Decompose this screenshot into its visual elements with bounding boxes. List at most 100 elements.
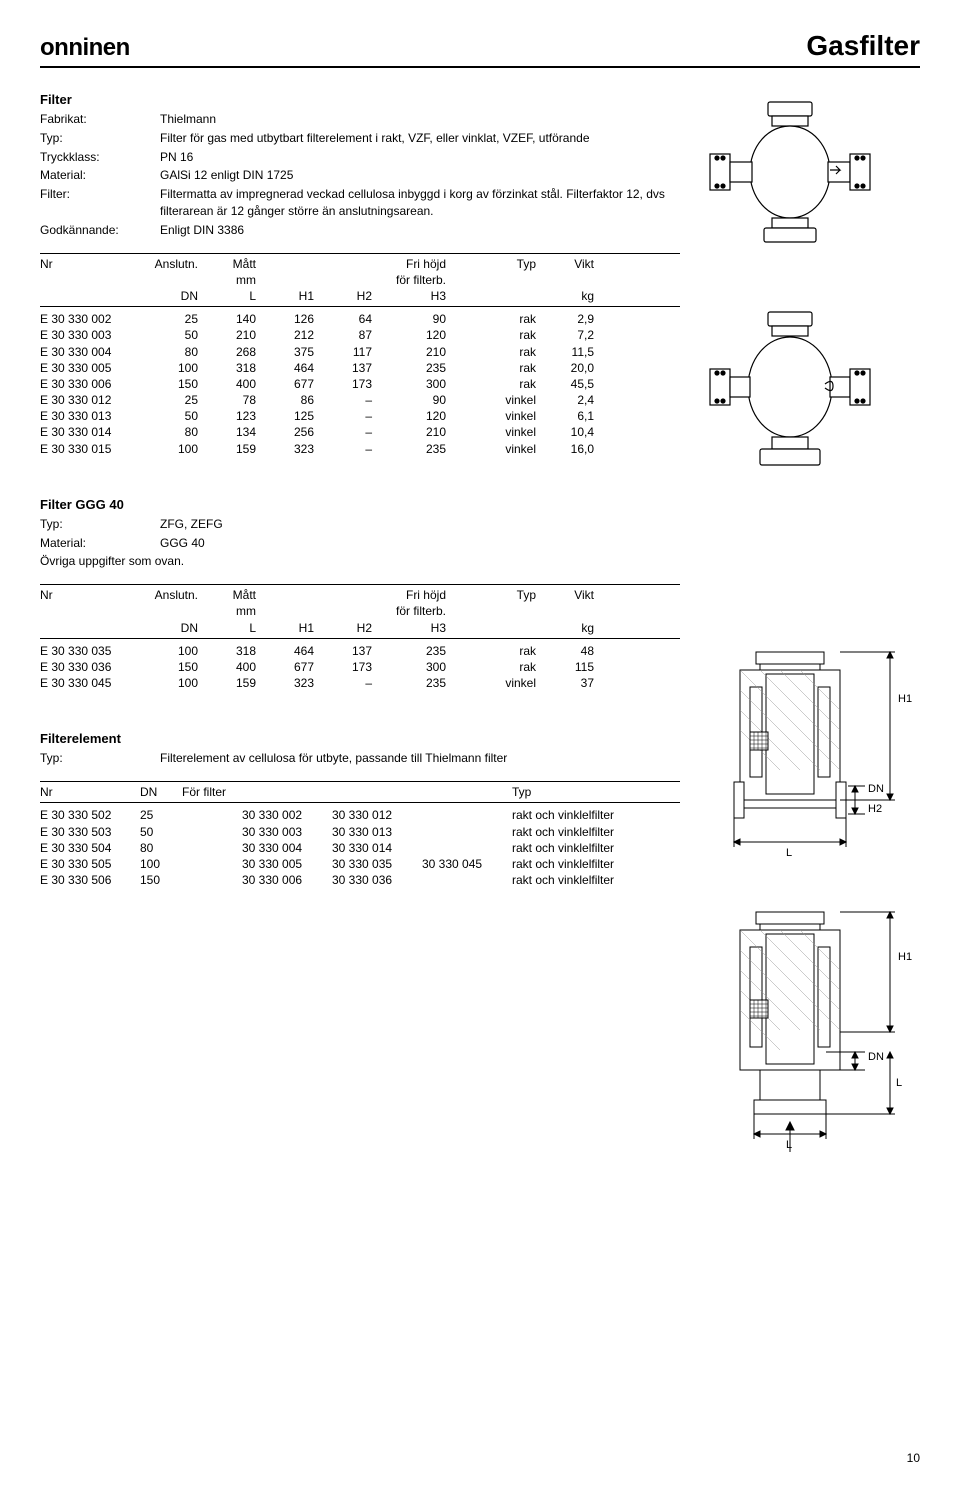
cell: 80: [140, 344, 198, 360]
cell: 30 330 003: [242, 824, 332, 840]
cell: 268: [198, 344, 256, 360]
th-nr: Nr: [40, 587, 140, 603]
cell: 134: [198, 424, 256, 440]
page-header: onninen Gasfilter: [40, 30, 920, 68]
cell: 464: [256, 643, 314, 659]
cell: 100: [140, 856, 182, 872]
cell: rak: [446, 376, 536, 392]
cell: 375: [256, 344, 314, 360]
cell: vinkel: [446, 675, 536, 691]
cell: 6,1: [536, 408, 594, 424]
cell: –: [314, 408, 372, 424]
th-kg: kg: [536, 288, 594, 304]
cell: 137: [314, 643, 372, 659]
th-kg: kg: [536, 620, 594, 636]
cell: E 30 330 502: [40, 807, 140, 823]
table-row: E 30 330 015100159323–235vinkel16,0: [40, 441, 680, 457]
label-l: L: [786, 847, 792, 859]
kv-row: Tryckklass:PN 16: [40, 149, 680, 166]
table-3: Nr DN För filter Typ E 30 330 5022530 33…: [40, 781, 680, 888]
section-filter: Filter Fabrikat:ThielmannTyp:Filter för …: [40, 92, 680, 457]
cell: E 30 330 004: [40, 344, 140, 360]
table-row: E 30 330 01350123125–120vinkel6,1: [40, 408, 680, 424]
cell: 115: [536, 659, 594, 675]
table-row: E 30 330 0035021021287120rak7,2: [40, 327, 680, 343]
tbody-3: E 30 330 5022530 330 00230 330 012rakt o…: [40, 803, 680, 888]
cell: 173: [314, 376, 372, 392]
cell: 25: [140, 311, 198, 327]
cell: 100: [140, 643, 198, 659]
cell: E 30 330 006: [40, 376, 140, 392]
cell: 87: [314, 327, 372, 343]
th-for: för filterb.: [372, 603, 446, 619]
cell: 150: [140, 659, 198, 675]
section-heading: Filter GGG 40: [40, 497, 680, 512]
kv-value: GAlSi 12 enligt DIN 1725: [160, 167, 680, 184]
kv-row: Typ:Filter för gas med utbytbart filtere…: [40, 130, 680, 147]
kv-label: Fabrikat:: [40, 111, 160, 128]
cell: 120: [372, 408, 446, 424]
cell: 30 330 006: [242, 872, 332, 888]
content: Filter Fabrikat:ThielmannTyp:Filter för …: [40, 92, 920, 1192]
cell: 2,9: [536, 311, 594, 327]
cell: 210: [198, 327, 256, 343]
cell: 80: [140, 424, 198, 440]
cell: rak: [446, 659, 536, 675]
cell: rakt och vinklelfilter: [512, 807, 680, 823]
tbody-2: E 30 330 035100318464137235rak48E 30 330…: [40, 639, 680, 692]
cell: E 30 330 003: [40, 327, 140, 343]
cell: 30 330 036: [332, 872, 422, 888]
cell: 256: [256, 424, 314, 440]
note: Övriga uppgifter som ovan.: [40, 553, 680, 570]
cell: 50: [140, 327, 198, 343]
cell: [422, 807, 512, 823]
kv-value: Filtermatta av impregnerad veckad cellul…: [160, 186, 680, 220]
cell: 16,0: [536, 441, 594, 457]
table-row: E 30 330 5022530 330 00230 330 012rakt o…: [40, 807, 680, 823]
th-fri: Fri höjd: [372, 256, 446, 272]
cell: 30 330 045: [422, 856, 512, 872]
cell: E 30 330 014: [40, 424, 140, 440]
cell: rakt och vinklelfilter: [512, 824, 680, 840]
logo: onninen: [40, 34, 130, 62]
table-1: Nr Anslutn. Mått Fri höjd Typ Vikt: [40, 253, 680, 457]
cell: 48: [536, 643, 594, 659]
cell: rak: [446, 360, 536, 376]
cell: 90: [372, 311, 446, 327]
label-h2: H2: [868, 803, 882, 815]
cell: 677: [256, 659, 314, 675]
kv-value: Thielmann: [160, 111, 680, 128]
cell: E 30 330 005: [40, 360, 140, 376]
cell: 117: [314, 344, 372, 360]
kv-row: Godkännande:Enligt DIN 3386: [40, 222, 680, 239]
cell: vinkel: [446, 441, 536, 457]
th-vikt: Vikt: [536, 256, 594, 272]
cell: rak: [446, 327, 536, 343]
table-row: E 30 330 006150400677173300rak45,5: [40, 376, 680, 392]
th-l: L: [198, 288, 256, 304]
cell: E 30 330 504: [40, 840, 140, 856]
label-h1: H1: [898, 951, 912, 963]
table-head: Nr Anslutn. Mått Fri höjd Typ Vikt mm: [40, 584, 680, 639]
th-typ: Typ: [446, 587, 536, 603]
cell: E 30 330 045: [40, 675, 140, 691]
cell: 30 330 013: [332, 824, 422, 840]
cell: 86: [256, 392, 314, 408]
cell: 125: [256, 408, 314, 424]
cell: E 30 330 036: [40, 659, 140, 675]
cell: 30 330 004: [242, 840, 332, 856]
cell: 140: [198, 311, 256, 327]
cell: –: [314, 675, 372, 691]
label-dn: DN: [868, 1051, 884, 1063]
th-l: L: [198, 620, 256, 636]
label-h1: H1: [898, 693, 912, 705]
cell: 100: [140, 441, 198, 457]
cell: 45,5: [536, 376, 594, 392]
cell: E 30 330 013: [40, 408, 140, 424]
kv-label: Material:: [40, 535, 160, 552]
cell: 235: [372, 441, 446, 457]
kv-label: Material:: [40, 167, 160, 184]
table-row: E 30 330 00480268375117210rak11,5: [40, 344, 680, 360]
th-h3: H3: [372, 620, 446, 636]
cell: 300: [372, 376, 446, 392]
